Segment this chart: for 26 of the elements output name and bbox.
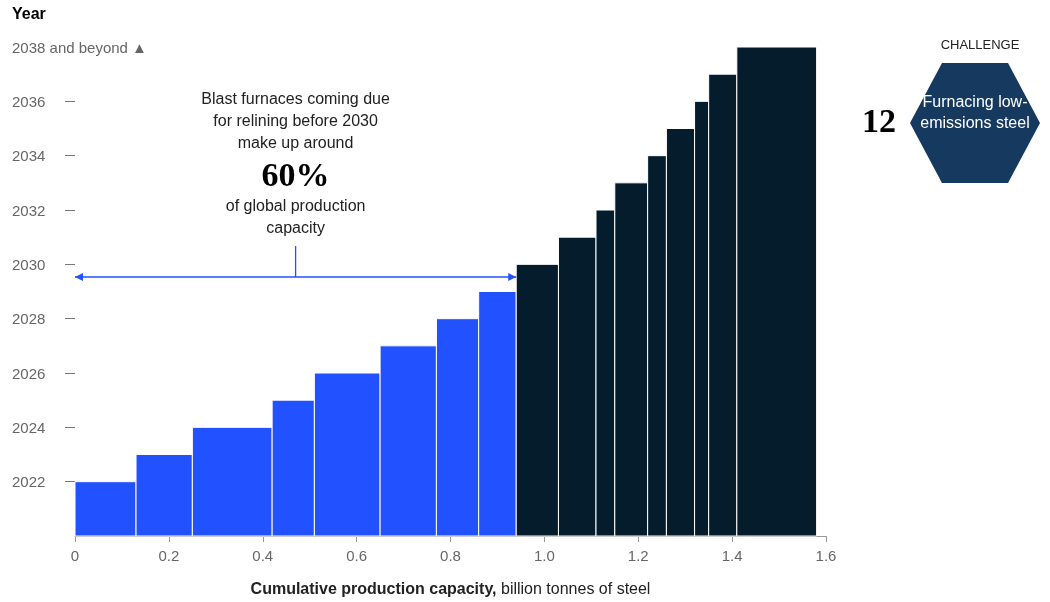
x-tick-label: 1.2 (627, 547, 649, 564)
x-axis-title: Cumulative production capacity, billion tonnes of steel (249, 580, 652, 598)
y-tick-label: 2032 (12, 201, 46, 219)
x-tick-label: 1.4 (721, 547, 743, 564)
annotation: Blast furnaces coming due for relining before 2030 make up around (200, 89, 391, 153)
x-tick-label: 0 (70, 547, 80, 564)
y-tick-label: 2036 (12, 92, 46, 110)
text: CHALLENGE (939, 37, 1021, 52)
x-tick-label: 1.0 (533, 547, 555, 564)
y-tick-label: 2024 (12, 418, 46, 436)
y-tick-label: 2026 (12, 364, 46, 382)
y-axis-title: Year (12, 5, 46, 23)
y-tick-label: 2038 and beyond ▲ (12, 38, 147, 56)
x-tick-label: 1.6 (815, 547, 837, 564)
annotation: 60% (260, 156, 331, 194)
y-tick-label: 2030 (12, 255, 46, 273)
y-tick-label: 2034 (12, 147, 46, 165)
x-tick-label: 0.4 (252, 547, 274, 564)
y-tick-label: 2028 (12, 310, 46, 328)
x-tick-label: 0.8 (440, 547, 461, 564)
x-tick-label: 0.2 (158, 547, 180, 564)
x-tick-label: 0.6 (346, 547, 368, 564)
annotation: of global production capacity (224, 196, 367, 238)
y-tick-label: 2022 (12, 473, 46, 491)
text: Furnacing low-emissions steel (919, 92, 1031, 133)
text: 12 (862, 102, 896, 140)
